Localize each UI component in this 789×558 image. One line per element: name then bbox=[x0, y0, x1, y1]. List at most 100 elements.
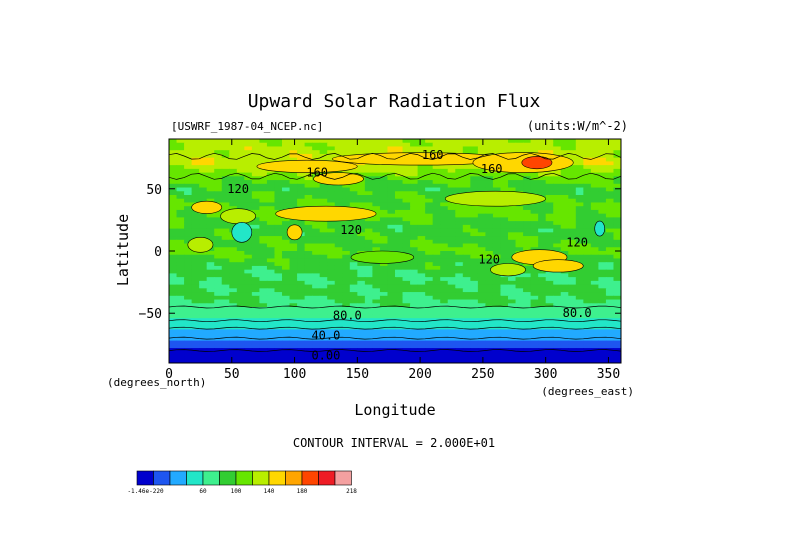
heatmap-cell bbox=[327, 239, 336, 245]
heatmap-cell bbox=[379, 307, 389, 312]
heatmap-cell bbox=[364, 318, 373, 323]
heatmap-cell bbox=[477, 251, 486, 256]
heatmap-cell bbox=[530, 344, 539, 349]
heatmap-cell bbox=[492, 243, 502, 248]
heatmap-cell bbox=[379, 221, 389, 226]
heatmap-cell bbox=[312, 310, 321, 316]
heatmap-cell bbox=[447, 139, 456, 144]
heatmap-cell bbox=[357, 195, 366, 200]
heatmap-cell bbox=[282, 191, 291, 196]
heatmap-cell bbox=[259, 292, 268, 297]
heatmap-cell bbox=[206, 168, 215, 174]
heatmap-cell bbox=[282, 351, 291, 357]
heatmap-cell bbox=[342, 236, 351, 241]
heatmap-cell bbox=[575, 168, 584, 174]
heatmap-cell bbox=[425, 165, 434, 170]
heatmap-cell bbox=[387, 344, 396, 349]
x-tick-label: 100 bbox=[283, 367, 306, 382]
heatmap-cell bbox=[432, 187, 441, 192]
heatmap-cell bbox=[605, 295, 615, 301]
heatmap-cell bbox=[372, 277, 381, 282]
heatmap-cell bbox=[432, 195, 441, 200]
heatmap-cell bbox=[372, 232, 381, 237]
heatmap-cell bbox=[583, 269, 592, 274]
heatmap-cell bbox=[319, 292, 328, 297]
heatmap-cell bbox=[425, 254, 434, 260]
heatmap-cell bbox=[455, 265, 464, 271]
heatmap-cell bbox=[538, 344, 547, 349]
heatmap-cell bbox=[244, 183, 253, 189]
heatmap-cell bbox=[387, 351, 396, 357]
heatmap-cell bbox=[402, 359, 411, 363]
heatmap-cell bbox=[214, 224, 223, 230]
heatmap-cell bbox=[575, 217, 584, 222]
heatmap-cell bbox=[500, 336, 509, 342]
heatmap-cell bbox=[485, 217, 494, 222]
heatmap-cell bbox=[327, 344, 336, 349]
heatmap-cell bbox=[214, 269, 223, 274]
heatmap-cell bbox=[191, 295, 200, 301]
heatmap-cell bbox=[545, 142, 554, 148]
heatmap-cell bbox=[357, 262, 366, 267]
heatmap-cell bbox=[221, 150, 230, 155]
heatmap-cell bbox=[334, 150, 343, 155]
heatmap-cell bbox=[169, 236, 178, 241]
heatmap-cell bbox=[349, 344, 358, 349]
heatmap-cell bbox=[274, 336, 283, 342]
heatmap-cell bbox=[236, 243, 245, 248]
heatmap-cell bbox=[447, 329, 456, 334]
heatmap-cell bbox=[545, 139, 554, 144]
heatmap-cell bbox=[342, 340, 351, 345]
heatmap-cell bbox=[440, 284, 449, 289]
heatmap-cell bbox=[214, 209, 223, 215]
heatmap-cell bbox=[470, 139, 479, 144]
heatmap-cell bbox=[492, 139, 502, 144]
heatmap-cell bbox=[523, 310, 532, 316]
heatmap-cell bbox=[206, 180, 215, 185]
heatmap-cell bbox=[244, 139, 253, 144]
heatmap-cell bbox=[379, 139, 389, 144]
heatmap-cell bbox=[184, 139, 193, 144]
heatmap-cell bbox=[387, 191, 396, 196]
heatmap-cell bbox=[334, 303, 343, 308]
heatmap-cell bbox=[455, 355, 464, 360]
heatmap-cell bbox=[251, 217, 260, 222]
heatmap-cell bbox=[312, 351, 321, 357]
heatmap-cell bbox=[379, 224, 389, 230]
heatmap-cell bbox=[553, 236, 562, 241]
heatmap-cell bbox=[319, 329, 328, 334]
heatmap-cell bbox=[364, 168, 373, 174]
heatmap-cell bbox=[176, 243, 185, 248]
heatmap-cell bbox=[583, 243, 592, 248]
heatmap-cell bbox=[221, 273, 230, 278]
heatmap-cell bbox=[432, 303, 441, 308]
heatmap-cell bbox=[327, 265, 336, 271]
heatmap-cell bbox=[327, 299, 336, 304]
heatmap-cell bbox=[583, 307, 592, 312]
heatmap-cell bbox=[297, 251, 306, 256]
heatmap-cell bbox=[206, 198, 215, 204]
heatmap-cell bbox=[410, 142, 419, 148]
heatmap-cell bbox=[598, 239, 607, 245]
heatmap-cell bbox=[236, 310, 245, 316]
heatmap-cell bbox=[530, 150, 539, 155]
heatmap-cell bbox=[553, 180, 562, 185]
heatmap-cell bbox=[244, 321, 253, 327]
heatmap-cell bbox=[583, 232, 592, 237]
heatmap-cell bbox=[319, 277, 328, 282]
heatmap-cell bbox=[169, 292, 178, 297]
contour-label: 160 bbox=[422, 148, 444, 162]
heatmap-cell bbox=[583, 191, 592, 196]
heatmap-cell bbox=[470, 284, 479, 289]
contour-label: 160 bbox=[481, 162, 503, 176]
heatmap-cell bbox=[605, 243, 615, 248]
heatmap-cell bbox=[169, 314, 178, 319]
heatmap-cell bbox=[221, 247, 230, 252]
heatmap-cell bbox=[342, 251, 351, 256]
heatmap-cell bbox=[462, 325, 471, 330]
heatmap-cell bbox=[327, 139, 336, 144]
heatmap-cell bbox=[395, 307, 404, 312]
heatmap-cell bbox=[184, 213, 193, 218]
heatmap-cell bbox=[184, 284, 193, 289]
